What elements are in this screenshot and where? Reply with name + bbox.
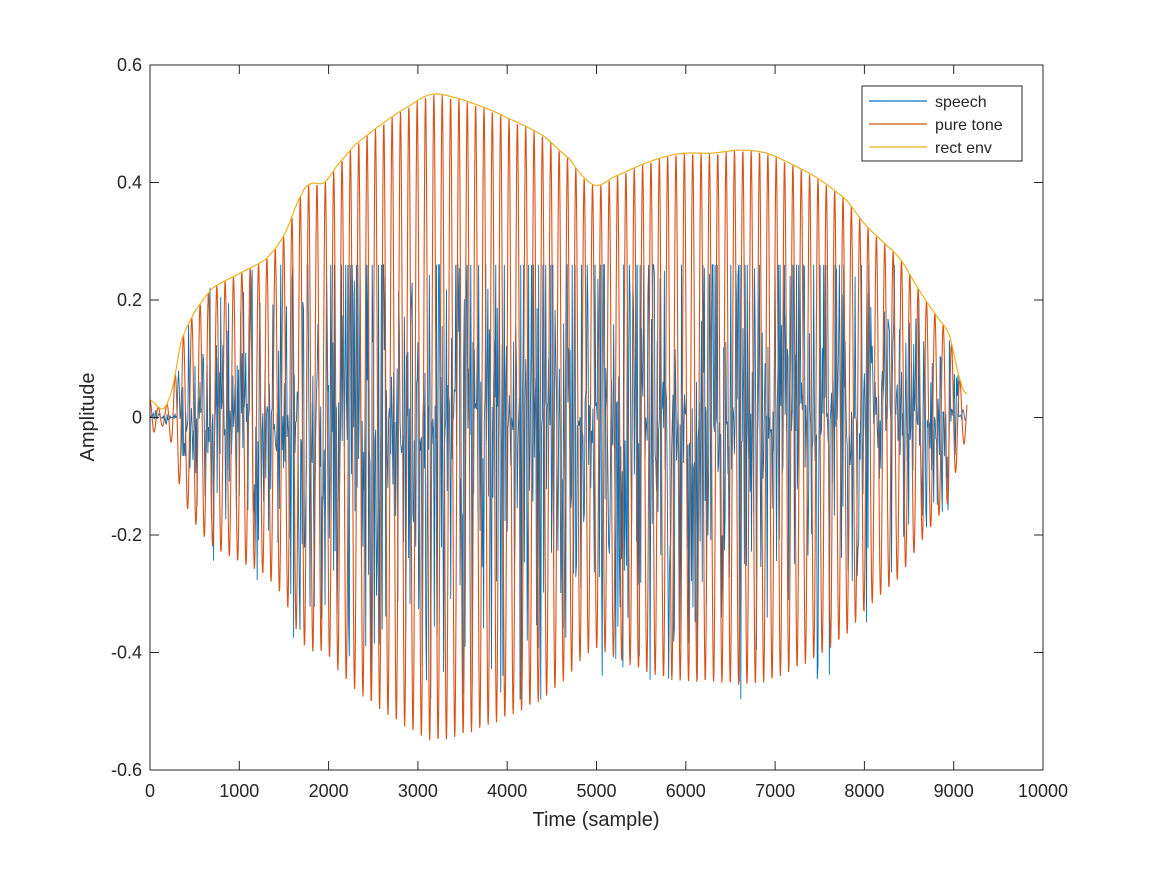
x-tick-label-8: 8000	[844, 781, 884, 801]
y-tick-label-1: 0.4	[117, 173, 142, 193]
plot-area	[150, 65, 1043, 770]
y-tick-label-5: -0.4	[111, 643, 142, 663]
y-tick-label-4: -0.2	[111, 525, 142, 545]
legend-label-speech: speech	[935, 94, 987, 111]
x-tick-label-10: 10000	[1018, 781, 1068, 801]
series-line-pure-tone	[149, 94, 968, 741]
x-tick-label-3: 3000	[398, 781, 438, 801]
tick-layer: 0 1000 2000 3000 4000 5000 6000 7000 8000 9000 100…	[111, 55, 1068, 801]
x-tick-label-2: 2000	[309, 781, 349, 801]
x-tick-label-9: 9000	[934, 781, 974, 801]
y-tick-label-2: 0.2	[117, 290, 142, 310]
y-axis-label: Amplitude	[77, 373, 99, 462]
x-tick-label-7: 7000	[755, 781, 795, 801]
x-tick-label-1: 1000	[219, 781, 259, 801]
x-tick-label-6: 6000	[666, 781, 706, 801]
legend-label-rect-env: rect env	[935, 140, 992, 157]
x-tick-label-5: 5000	[576, 781, 616, 801]
y-tick-label-6: -0.6	[111, 760, 142, 780]
legend-label-pure-tone: pure tone	[935, 117, 1003, 134]
y-tick-label-3: 0	[132, 408, 142, 428]
series-line-rect-env	[149, 93, 968, 410]
series-layer	[149, 93, 968, 741]
x-axis-label: Time (sample)	[532, 809, 659, 831]
x-tick-label-4: 4000	[487, 781, 527, 801]
legend: speech pure tone rect env	[861, 85, 1023, 162]
x-tick-label-0: 0	[145, 781, 155, 801]
series-line-speech	[149, 264, 967, 700]
y-tick-label-0: 0.6	[117, 55, 142, 75]
